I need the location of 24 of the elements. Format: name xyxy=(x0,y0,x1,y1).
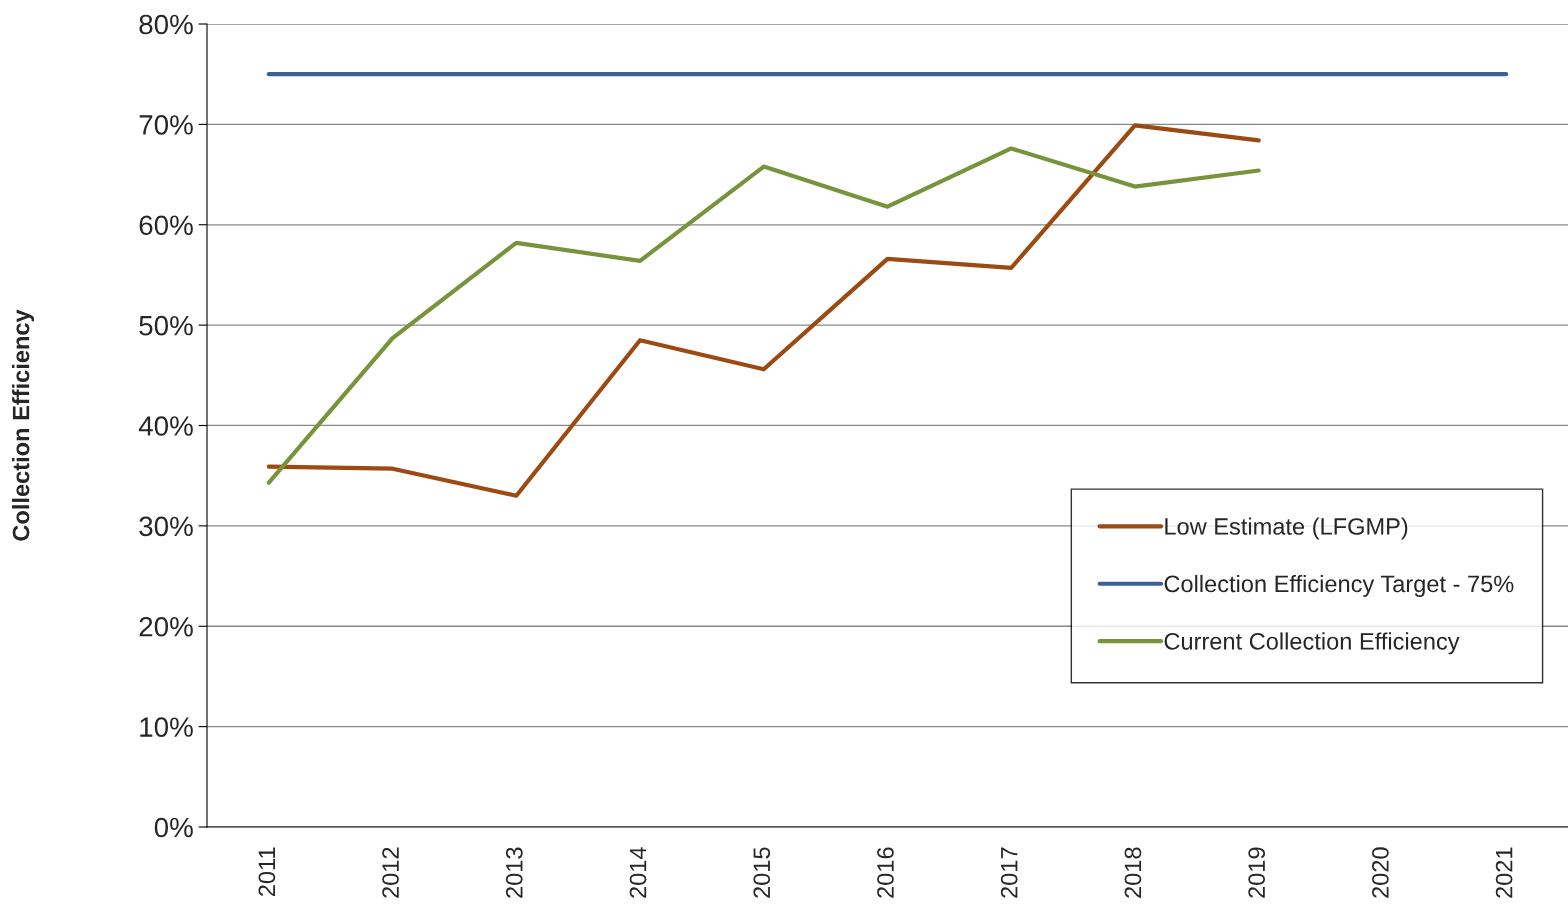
x-tick-label: 2019 xyxy=(1248,847,1266,898)
x-tick-label: 2011 xyxy=(258,847,276,897)
y-tick-label: 80% xyxy=(139,14,193,35)
y-tick-label: 50% xyxy=(139,315,193,336)
y-tick-label: 40% xyxy=(138,416,193,436)
x-tick-label: 2018 xyxy=(1124,847,1142,898)
x-tick-label: 2016 xyxy=(877,847,894,898)
x-tick-label: 2021 xyxy=(1495,847,1513,898)
y-tick-label: 30% xyxy=(139,516,193,537)
y-tick-label: 10% xyxy=(140,717,193,737)
y-axis-title: Collection Efficiency xyxy=(12,309,35,541)
x-tick-label: 2017 xyxy=(1000,847,1018,898)
y-tick-label: 60% xyxy=(139,215,193,236)
y-tick-label: 0% xyxy=(154,817,193,838)
x-tick-label: 2013 xyxy=(505,847,523,898)
x-tick-label: 2014 xyxy=(629,847,647,898)
y-tick-label: 20% xyxy=(139,616,193,637)
legend-label: Current Collection Efficiency xyxy=(1164,632,1460,655)
y-tick-label: 70% xyxy=(139,115,193,135)
legend-label: Low Estimate (LFGMP) xyxy=(1165,517,1408,540)
x-tick-label: 2015 xyxy=(753,847,771,898)
x-tick-label: 2012 xyxy=(382,847,399,898)
legend-label: Collection Efficiency Target - 75% xyxy=(1164,574,1514,597)
x-tick-label: 2020 xyxy=(1372,847,1389,898)
